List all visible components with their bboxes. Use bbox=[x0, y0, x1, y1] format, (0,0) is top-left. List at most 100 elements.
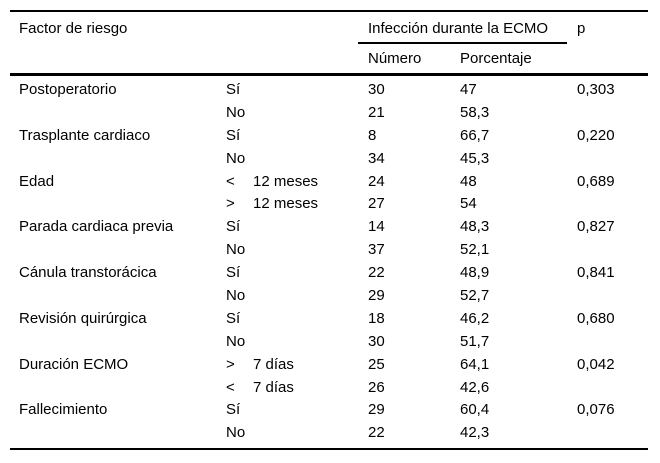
cell-condition-detail bbox=[253, 147, 368, 170]
header-row-1: Factor de riesgo Infección durante la EC… bbox=[10, 12, 648, 44]
cell-factor bbox=[10, 101, 226, 124]
cell-factor: Revisión quirúrgica bbox=[19, 309, 147, 327]
cell-numero: 25 bbox=[368, 355, 385, 373]
cell-condition-symbol: > bbox=[226, 195, 235, 213]
cell-factor bbox=[10, 238, 226, 261]
table-row: >12 meses 27 54 bbox=[10, 192, 648, 215]
cell-numero: 34 bbox=[368, 149, 385, 167]
cell-factor: Fallecimiento bbox=[19, 401, 108, 419]
cell-condition-detail bbox=[253, 215, 368, 238]
cell-p bbox=[577, 421, 648, 444]
cell-factor bbox=[10, 421, 226, 444]
cell-condition-symbol: Sí bbox=[226, 80, 241, 98]
cell-condition-symbol: No bbox=[226, 332, 246, 350]
cell-p: 0,680 bbox=[577, 309, 615, 327]
cell-condition-symbol: No bbox=[226, 103, 246, 121]
cell-numero: 14 bbox=[368, 218, 385, 236]
cell-condition-detail bbox=[253, 101, 368, 124]
cell-porcentaje: 52,1 bbox=[460, 241, 490, 259]
cell-condition-detail bbox=[253, 238, 368, 261]
cell-condition-symbol: Sí bbox=[226, 264, 241, 282]
table-row: No 37 52,1 bbox=[10, 238, 648, 261]
cell-porcentaje: 58,3 bbox=[460, 103, 490, 121]
col-header-p: p bbox=[577, 19, 586, 37]
cell-condition-symbol: No bbox=[226, 149, 246, 167]
cell-p: 0,303 bbox=[577, 80, 615, 98]
table-row: Parada cardiaca previa Sí 14 48,3 0,827 bbox=[10, 215, 648, 238]
table-header: Factor de riesgo Infección durante la EC… bbox=[10, 12, 648, 76]
cell-condition-detail bbox=[253, 307, 368, 330]
cell-porcentaje: 42,6 bbox=[460, 378, 490, 396]
cell-p bbox=[577, 238, 648, 261]
table-row: No 22 42,3 bbox=[10, 421, 648, 444]
cell-factor: Trasplante cardiaco bbox=[19, 126, 151, 144]
cell-factor: Postoperatorio bbox=[19, 80, 117, 98]
cell-p bbox=[577, 101, 648, 124]
cell-condition-detail: 7 días bbox=[253, 355, 294, 373]
cell-numero: 22 bbox=[368, 264, 385, 282]
table-row: Edad <12 meses 24 48 0,689 bbox=[10, 170, 648, 193]
cell-numero: 30 bbox=[368, 80, 385, 98]
table-row: Trasplante cardiaco Sí 8 66,7 0,220 bbox=[10, 124, 648, 147]
cell-numero: 29 bbox=[368, 401, 385, 419]
cell-factor bbox=[10, 192, 226, 215]
cell-numero: 37 bbox=[368, 241, 385, 259]
cell-condition-detail bbox=[253, 330, 368, 353]
cell-porcentaje: 48,3 bbox=[460, 218, 490, 236]
table-row: No 21 58,3 bbox=[10, 101, 648, 124]
cell-numero: 27 bbox=[368, 195, 385, 213]
cell-numero: 22 bbox=[368, 424, 385, 442]
cell-p: 0,827 bbox=[577, 218, 615, 236]
table-body: Postoperatorio Sí 30 47 0,303 No 21 58,3 Traspla… bbox=[10, 76, 648, 448]
cell-p bbox=[577, 147, 648, 170]
header-spacer bbox=[577, 44, 648, 73]
risk-factor-table: Factor de riesgo Infección durante la EC… bbox=[10, 10, 648, 451]
cell-porcentaje: 52,7 bbox=[460, 286, 490, 304]
cell-condition-detail bbox=[253, 398, 368, 421]
cell-numero: 26 bbox=[368, 378, 385, 396]
cell-condition-symbol: > bbox=[226, 355, 235, 373]
header-spacer bbox=[10, 44, 368, 73]
cell-factor bbox=[10, 284, 226, 307]
cell-porcentaje: 66,7 bbox=[460, 126, 490, 144]
cell-porcentaje: 48 bbox=[460, 172, 477, 190]
cell-p: 0,841 bbox=[577, 264, 615, 282]
cell-p bbox=[577, 284, 648, 307]
table-row: Duración ECMO >7 días 25 64,1 0,042 bbox=[10, 353, 648, 376]
table-row: Cánula transtorácica Sí 22 48,9 0,841 bbox=[10, 261, 648, 284]
cell-condition-symbol: No bbox=[226, 286, 246, 304]
cell-condition-symbol: < bbox=[226, 378, 235, 396]
table-row: No 29 52,7 bbox=[10, 284, 648, 307]
cell-porcentaje: 60,4 bbox=[460, 401, 490, 419]
col-header-infection-group: Infección durante la ECMO bbox=[358, 12, 577, 44]
cell-p bbox=[577, 192, 648, 215]
cell-condition-detail bbox=[253, 78, 368, 101]
cell-p: 0,042 bbox=[577, 355, 615, 373]
cell-condition-detail: 12 meses bbox=[253, 172, 319, 190]
cell-factor: Edad bbox=[19, 172, 55, 190]
cell-condition-detail bbox=[253, 284, 368, 307]
cell-factor: Cánula transtorácica bbox=[19, 264, 157, 282]
cell-p bbox=[577, 330, 648, 353]
cell-condition-detail bbox=[253, 124, 368, 147]
cell-porcentaje: 51,7 bbox=[460, 332, 490, 350]
cell-numero: 29 bbox=[368, 286, 385, 304]
table-row: Postoperatorio Sí 30 47 0,303 bbox=[10, 78, 648, 101]
cell-numero: 30 bbox=[368, 332, 385, 350]
cell-porcentaje: 42,3 bbox=[460, 424, 490, 442]
cell-condition-symbol: Sí bbox=[226, 126, 241, 144]
table-row: Fallecimiento Sí 29 60,4 0,076 bbox=[10, 398, 648, 421]
cell-porcentaje: 45,3 bbox=[460, 149, 490, 167]
cell-p bbox=[577, 376, 648, 399]
col-header-factor: Factor de riesgo bbox=[19, 19, 128, 37]
cell-condition-symbol: Sí bbox=[226, 218, 241, 236]
cell-porcentaje: 46,2 bbox=[460, 309, 490, 327]
cell-p: 0,689 bbox=[577, 172, 615, 190]
cell-condition-detail bbox=[253, 421, 368, 444]
cell-factor: Parada cardiaca previa bbox=[19, 218, 174, 236]
col-header-porcentaje: Porcentaje bbox=[460, 50, 532, 67]
cell-porcentaje: 54 bbox=[460, 195, 477, 213]
cell-porcentaje: 47 bbox=[460, 80, 477, 98]
header-row-2: Número Porcentaje bbox=[10, 44, 648, 73]
